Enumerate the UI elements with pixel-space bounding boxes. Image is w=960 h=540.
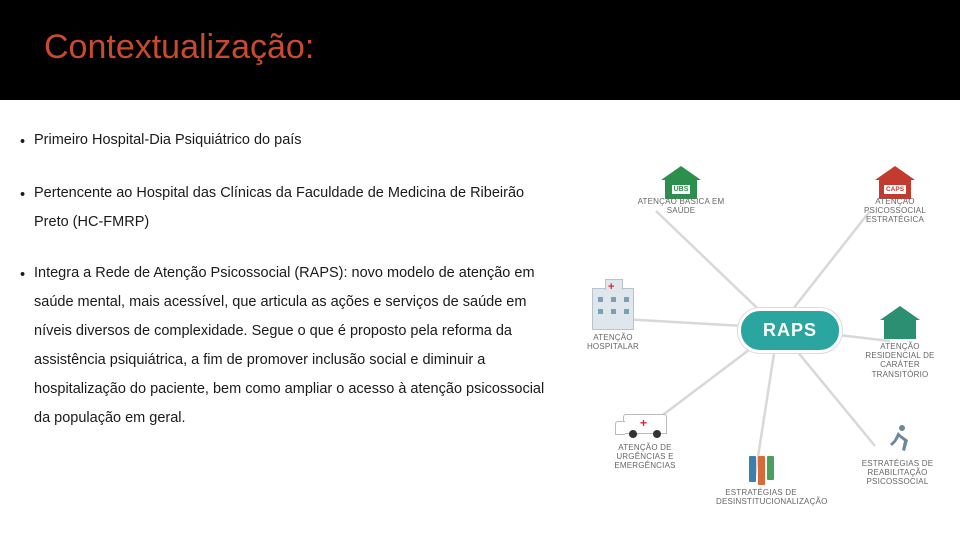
caps-sign: CAPS [884, 185, 906, 194]
books-icon [749, 456, 774, 485]
bullet-dot: • [20, 126, 34, 157]
bullet-text: Integra a Rede de Atenção Psicossocial (… [34, 259, 550, 433]
ambul-label: ATENÇÃO DE URGÊNCIAS E EMERGÊNCIAS [600, 443, 690, 471]
resid-icon [880, 306, 920, 320]
runner-icon [884, 424, 912, 456]
ubs-icon [661, 166, 701, 180]
hospital-label: ATENÇÃO HOSPITALAR [568, 333, 658, 351]
node-hospital: + ATENÇÃO HOSPITALAR [568, 288, 658, 351]
diagram-panel: UBS ATENÇÃO BÁSICA EM SAÚDE CAPS ATENÇÃO… [560, 126, 940, 526]
node-ubs: UBS ATENÇÃO BÁSICA EM SAÚDE [636, 166, 726, 215]
slide-title: Contextualização: [44, 28, 960, 67]
hospital-icon: + [592, 288, 634, 330]
resid-label: ATENÇÃO RESIDENCIAL DE CARÁTER TRANSITÓR… [860, 342, 940, 379]
bullet-dot: • [20, 259, 34, 433]
resid-icon-body [884, 319, 916, 339]
raps-diagram: UBS ATENÇÃO BÁSICA EM SAÚDE CAPS ATENÇÃO… [560, 156, 940, 526]
bullet-item: • Integra a Rede de Atenção Psicossocial… [20, 259, 550, 433]
reabil-label: ESTRATÉGIAS DE REABILITAÇÃO PSICOSSOCIAL [855, 459, 940, 487]
node-residencial: ATENÇÃO RESIDENCIAL DE CARÁTER TRANSITÓR… [860, 306, 940, 379]
bullet-item: • Pertencente ao Hospital das Clínicas d… [20, 179, 550, 237]
bullet-text: Pertencente ao Hospital das Clínicas da … [34, 179, 550, 237]
node-ambulancia: + ATENÇÃO DE URGÊNCIAS E EMERGÊNCIAS [600, 414, 690, 471]
node-reabilitacao: ESTRATÉGIAS DE REABILITAÇÃO PSICOSSOCIAL [855, 424, 940, 487]
content-area: • Primeiro Hospital-Dia Psiquiátrico do … [0, 100, 960, 526]
bullet-text: Primeiro Hospital-Dia Psiquiátrico do pa… [34, 126, 550, 157]
bullet-item: • Primeiro Hospital-Dia Psiquiátrico do … [20, 126, 550, 157]
header-bar: Contextualização: [0, 0, 960, 100]
node-desinst: ESTRATÉGIAS DE DESINSTITUCIONALIZAÇÃO [716, 456, 806, 506]
bullet-list: • Primeiro Hospital-Dia Psiquiátrico do … [20, 126, 560, 526]
caps-icon [875, 166, 915, 180]
caps-label: ATENÇÃO PSICOSSOCIAL ESTRATÉGICA [850, 197, 940, 225]
ubs-sign: UBS [672, 185, 691, 194]
node-caps: CAPS ATENÇÃO PSICOSSOCIAL ESTRATÉGICA [850, 166, 940, 225]
ubs-label: ATENÇÃO BÁSICA EM SAÚDE [636, 197, 726, 215]
desinst-label: ESTRATÉGIAS DE DESINSTITUCIONALIZAÇÃO [716, 488, 806, 506]
bullet-dot: • [20, 179, 34, 237]
ambulance-icon: + [623, 414, 667, 434]
raps-center-pill: RAPS [738, 308, 842, 353]
